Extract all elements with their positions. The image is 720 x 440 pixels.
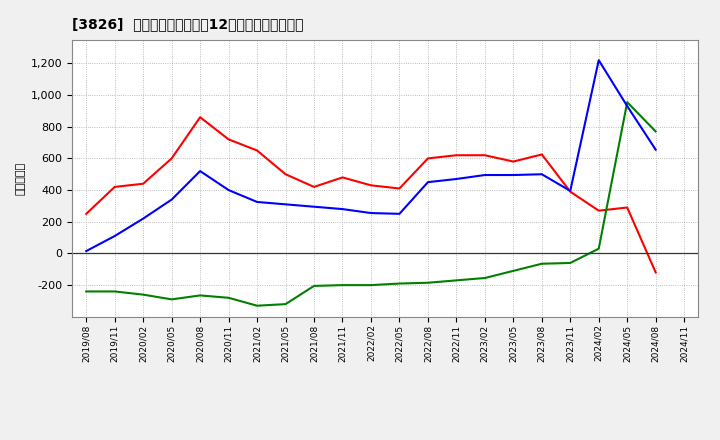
営業CF <box>623 205 631 210</box>
フリーCF <box>537 172 546 177</box>
投資CF <box>537 261 546 266</box>
営業CF <box>423 156 432 161</box>
フリーCF <box>652 147 660 152</box>
営業CF <box>366 183 375 188</box>
営業CF <box>225 137 233 142</box>
営業CF <box>480 153 489 158</box>
投資CF <box>225 295 233 301</box>
Text: [3826]  キャッシュフローの12か月移動合計の推移: [3826] キャッシュフローの12か月移動合計の推移 <box>72 18 304 32</box>
投資CF <box>110 289 119 294</box>
フリーCF <box>623 103 631 109</box>
営業CF <box>395 186 404 191</box>
フリーCF <box>253 199 261 205</box>
投資CF <box>338 282 347 288</box>
フリーCF <box>110 233 119 238</box>
投資CF <box>310 283 318 289</box>
投資CF <box>452 278 461 283</box>
営業CF <box>310 184 318 190</box>
Line: 投資CF: 投資CF <box>86 102 656 306</box>
営業CF <box>167 156 176 161</box>
投資CF <box>480 275 489 281</box>
投資CF <box>82 289 91 294</box>
フリーCF <box>595 58 603 63</box>
営業CF <box>652 270 660 275</box>
フリーCF <box>366 210 375 216</box>
営業CF <box>595 208 603 213</box>
投資CF <box>282 301 290 307</box>
営業CF <box>110 184 119 190</box>
営業CF <box>509 159 518 164</box>
フリーCF <box>395 211 404 216</box>
Y-axis label: （百万円）: （百万円） <box>15 161 25 195</box>
投資CF <box>395 281 404 286</box>
フリーCF <box>167 197 176 202</box>
フリーCF <box>310 204 318 209</box>
営業CF <box>537 152 546 157</box>
フリーCF <box>196 169 204 174</box>
フリーCF <box>423 180 432 185</box>
フリーCF <box>566 188 575 194</box>
投資CF <box>652 129 660 134</box>
営業CF <box>282 172 290 177</box>
投資CF <box>167 297 176 302</box>
営業CF <box>253 148 261 153</box>
フリーCF <box>225 187 233 193</box>
営業CF <box>139 181 148 187</box>
営業CF <box>338 175 347 180</box>
投資CF <box>366 282 375 288</box>
フリーCF <box>509 172 518 178</box>
投資CF <box>196 293 204 298</box>
フリーCF <box>282 202 290 207</box>
投資CF <box>509 268 518 274</box>
フリーCF <box>452 176 461 182</box>
投資CF <box>253 303 261 308</box>
Line: 営業CF: 営業CF <box>86 117 656 272</box>
Line: フリーCF: フリーCF <box>86 60 656 251</box>
投資CF <box>623 99 631 105</box>
フリーCF <box>480 172 489 178</box>
営業CF <box>566 189 575 194</box>
営業CF <box>452 153 461 158</box>
営業CF <box>196 114 204 120</box>
投資CF <box>423 280 432 286</box>
投資CF <box>139 292 148 297</box>
フリーCF <box>139 216 148 221</box>
フリーCF <box>338 206 347 212</box>
投資CF <box>566 260 575 266</box>
営業CF <box>82 211 91 216</box>
投資CF <box>595 246 603 251</box>
フリーCF <box>82 249 91 254</box>
